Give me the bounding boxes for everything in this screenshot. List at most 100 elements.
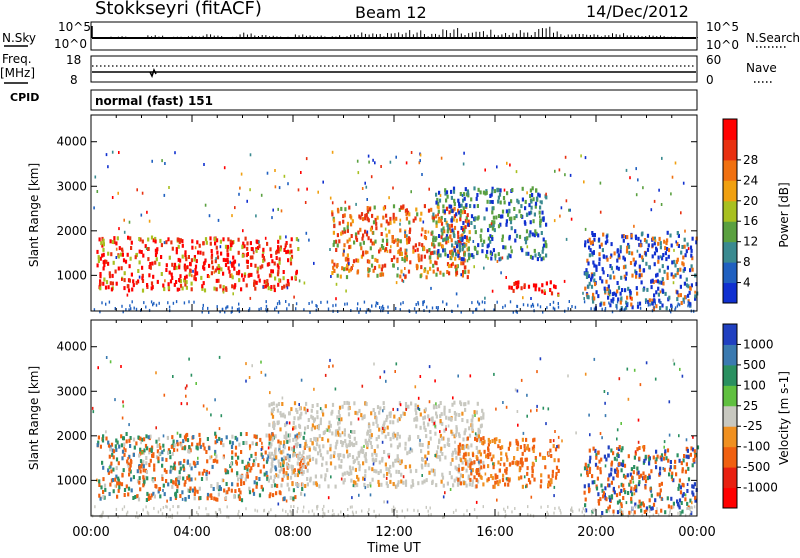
- heatmap-cell: [417, 407, 420, 410]
- heatmap-cell: [442, 515, 444, 519]
- heatmap-cell: [370, 445, 373, 449]
- heatmap-cell: [139, 469, 142, 474]
- heatmap-cell: [112, 449, 116, 454]
- heatmap-cell: [672, 478, 675, 483]
- heatmap-cell: [467, 474, 470, 479]
- heatmap-cell: [604, 240, 607, 245]
- heatmap-cell: [129, 436, 132, 440]
- heatmap-cell: [130, 272, 133, 277]
- heatmap-cell: [553, 284, 556, 289]
- heatmap-cell: [455, 292, 458, 296]
- heatmap-cell: [417, 435, 420, 439]
- heatmap-cell: [601, 436, 603, 440]
- heatmap-cell: [680, 501, 683, 505]
- heatmap-cell: [526, 393, 528, 397]
- heatmap-cell: [389, 473, 392, 478]
- heatmap-cell: [169, 496, 172, 501]
- heatmap-cell: [346, 470, 349, 475]
- heatmap-cell: [516, 410, 519, 413]
- heatmap-cell: [616, 300, 619, 304]
- heatmap-cell: [609, 497, 612, 502]
- heatmap-cell: [181, 497, 184, 501]
- heatmap-cell: [591, 509, 594, 514]
- heatmap-cell: [427, 463, 430, 468]
- heatmap-cell: [287, 464, 290, 469]
- heatmap-cell: [343, 227, 346, 232]
- heatmap-cell: [429, 430, 432, 434]
- heatmap-cell: [450, 223, 453, 228]
- heatmap-cell: [285, 435, 288, 440]
- heatmap-cell: [275, 250, 278, 255]
- heatmap-cell: [263, 258, 266, 262]
- heatmap-cell: [541, 455, 545, 460]
- freq-left-tick-bottom: 8: [70, 73, 78, 87]
- heatmap-cell: [659, 245, 662, 250]
- heatmap-cell: [539, 221, 542, 225]
- heatmap-cell: [407, 239, 411, 244]
- heatmap-cell: [431, 479, 434, 484]
- heatmap-cell: [413, 307, 416, 311]
- heatmap-cell: [461, 466, 464, 471]
- heatmap-cell: [457, 230, 460, 235]
- heatmap-cell: [229, 239, 232, 244]
- heatmap-cell: [144, 244, 147, 249]
- heatmap-cell: [245, 507, 247, 511]
- heatmap-cell: [558, 506, 560, 510]
- heatmap-cell: [419, 442, 422, 447]
- heatmap-cell: [99, 272, 102, 276]
- heatmap-cell: [528, 203, 531, 208]
- heatmap-cell: [351, 505, 353, 509]
- heatmap-cell: [272, 479, 275, 484]
- heatmap-cell: [338, 239, 341, 244]
- heatmap-cell: [383, 370, 386, 374]
- heatmap-cell: [462, 261, 465, 266]
- heatmap-cell: [512, 310, 514, 314]
- heatmap-cell: [117, 254, 120, 259]
- heatmap-cell: [642, 476, 645, 480]
- heatmap-cell: [259, 469, 262, 474]
- heatmap-cell: [674, 161, 677, 165]
- heatmap-cell: [659, 290, 662, 294]
- heatmap-cell: [622, 473, 626, 478]
- heatmap-cell: [565, 237, 568, 241]
- heatmap-cell: [147, 247, 150, 251]
- heatmap-cell: [539, 253, 542, 258]
- heatmap-cell: [484, 472, 487, 476]
- heatmap-cell: [272, 401, 275, 406]
- heatmap-cell: [437, 249, 440, 253]
- colorbar-segment: [723, 446, 737, 468]
- heatmap-cell: [475, 500, 478, 504]
- heatmap-cell: [634, 502, 637, 507]
- heatmap-cell: [623, 488, 626, 492]
- heatmap-cell: [216, 485, 219, 490]
- heatmap-cell: [478, 449, 481, 454]
- heatmap-cell: [191, 488, 194, 493]
- heatmap-cell: [463, 151, 465, 155]
- heatmap-cell: [547, 480, 550, 485]
- heatmap-cell: [475, 308, 477, 312]
- heatmap-cell: [620, 448, 623, 453]
- heatmap-cell: [226, 515, 228, 519]
- heatmap-cell: [127, 486, 131, 491]
- heatmap-cell: [301, 482, 304, 487]
- heatmap-cell: [179, 258, 182, 263]
- heatmap-cell: [302, 435, 305, 440]
- freq-right-tick-bottom: 0: [706, 73, 714, 87]
- heatmap-cell: [359, 449, 362, 454]
- heatmap-cell: [173, 262, 177, 267]
- heatmap-cell: [539, 452, 542, 457]
- heatmap-cell: [160, 255, 163, 259]
- heatmap-cell: [461, 460, 464, 465]
- heatmap-cell: [292, 488, 295, 493]
- heatmap-cell: [481, 300, 484, 304]
- heatmap-cell: [107, 468, 110, 473]
- heatmap-cell: [129, 236, 132, 241]
- heatmap-cell: [285, 462, 289, 467]
- heatmap-cell: [110, 287, 113, 292]
- heatmap-cell: [270, 411, 273, 416]
- heatmap-cell: [504, 304, 506, 308]
- heatmap-cell: [453, 202, 456, 206]
- heatmap-cell: [343, 478, 346, 483]
- heatmap-cell: [516, 305, 519, 308]
- heatmap-cell: [345, 275, 349, 280]
